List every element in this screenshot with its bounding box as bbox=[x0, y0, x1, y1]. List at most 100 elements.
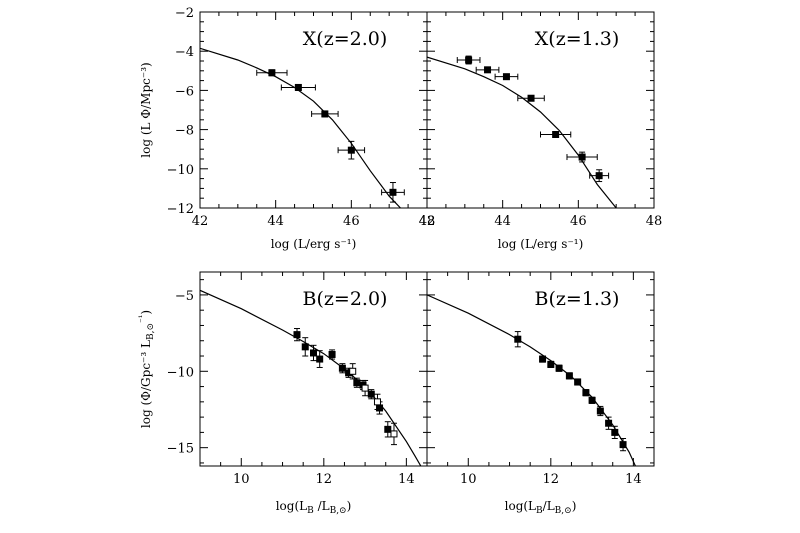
filled-square-marker bbox=[514, 335, 522, 343]
filled-square-marker bbox=[465, 56, 473, 64]
filled-square-marker bbox=[619, 441, 627, 449]
data-point bbox=[588, 396, 596, 404]
x-tick-label: 48 bbox=[646, 214, 663, 229]
model-curve bbox=[200, 47, 401, 208]
x-tick-label: 44 bbox=[494, 214, 511, 229]
filled-square-marker bbox=[565, 372, 573, 380]
filled-square-marker bbox=[552, 131, 560, 138]
x-tick-label: 10 bbox=[460, 472, 477, 487]
data-point bbox=[337, 140, 366, 160]
y-tick-label: −10 bbox=[167, 365, 194, 380]
filled-square-marker bbox=[484, 66, 492, 74]
y-tick-label: −10 bbox=[167, 163, 194, 178]
x-tick-label: 10 bbox=[233, 472, 250, 487]
filled-square-marker bbox=[555, 364, 563, 372]
panel-bz13: 10 12 14 B(z=1.3) log(LB/LB,⊙) bbox=[426, 271, 655, 516]
data-point bbox=[566, 151, 598, 163]
data-point bbox=[293, 328, 301, 342]
data-point bbox=[555, 364, 563, 372]
data-point bbox=[565, 372, 573, 380]
plot-frame bbox=[426, 271, 655, 467]
x-tick-label: 12 bbox=[316, 472, 333, 487]
filled-square-marker bbox=[574, 378, 582, 386]
panel-title: B(z=2.0) bbox=[303, 288, 388, 310]
data-point bbox=[381, 182, 405, 203]
model-curve bbox=[427, 56, 617, 208]
y-tick-label: −5 bbox=[175, 289, 194, 304]
data-point bbox=[514, 331, 522, 348]
data-point bbox=[316, 350, 324, 368]
y-tick-label: −6 bbox=[175, 84, 194, 99]
panel-xz20: 42 44 46 48 −12 −10 −8 −6 −4 −2 X(z=2.0) log (L/erg… bbox=[139, 6, 435, 251]
data-point bbox=[582, 389, 590, 397]
x-tick-label: 48 bbox=[419, 214, 436, 229]
x-tick-label: 44 bbox=[267, 214, 284, 229]
data-point bbox=[301, 337, 309, 357]
data-point bbox=[373, 393, 381, 410]
data-point bbox=[456, 55, 481, 65]
x-tick-label: 46 bbox=[570, 214, 587, 229]
panel-bz20: 10 12 14 −5 −10 −15 B(z=2.0) log(LB /LB,⊙) log (… bbox=[138, 271, 428, 516]
data-point bbox=[605, 416, 613, 430]
filled-square-marker bbox=[294, 83, 302, 91]
data-point bbox=[540, 131, 572, 138]
data-point bbox=[280, 83, 316, 91]
y-axis-label: log (Φ/Gpc⁻³ LB,⊙⁻¹) bbox=[138, 310, 156, 428]
y-axis-label: log (L Φ/Mpc⁻³) bbox=[139, 62, 153, 157]
y-tick-label: −4 bbox=[175, 45, 194, 60]
filled-square-marker bbox=[384, 425, 392, 433]
data-point bbox=[328, 349, 336, 360]
filled-square-marker bbox=[347, 146, 355, 154]
filled-square-marker bbox=[293, 331, 301, 339]
data-point bbox=[384, 421, 392, 438]
filled-square-marker bbox=[582, 389, 590, 397]
data-point bbox=[475, 66, 500, 74]
x-tick-label: 46 bbox=[343, 214, 360, 229]
data-point bbox=[589, 169, 610, 183]
filled-square-marker bbox=[310, 349, 317, 357]
open-square-marker bbox=[361, 384, 369, 392]
x-axis-label: log (L/erg s⁻¹) bbox=[498, 237, 584, 251]
filled-square-marker bbox=[268, 69, 276, 77]
filled-square-marker bbox=[367, 390, 375, 398]
data-point bbox=[361, 379, 369, 397]
filled-square-marker bbox=[316, 355, 324, 363]
filled-square-marker bbox=[353, 379, 361, 387]
x-tick-label: 14 bbox=[398, 472, 415, 487]
filled-square-marker bbox=[321, 110, 329, 118]
open-square-marker bbox=[373, 398, 381, 406]
y-tick-label: −8 bbox=[175, 124, 194, 139]
filled-square-marker bbox=[527, 94, 535, 102]
data-point bbox=[539, 355, 547, 363]
filled-square-marker bbox=[588, 396, 596, 404]
open-square-marker bbox=[390, 430, 398, 438]
y-tick-label: −2 bbox=[175, 6, 194, 21]
data-point bbox=[574, 378, 582, 386]
data-point bbox=[353, 377, 361, 388]
data-point bbox=[338, 363, 346, 374]
model-curve bbox=[200, 289, 422, 466]
data-point bbox=[349, 363, 357, 380]
y-tick-label: −15 bbox=[167, 442, 194, 457]
data-point bbox=[494, 73, 519, 81]
filled-square-marker bbox=[547, 360, 555, 368]
filled-square-marker bbox=[328, 350, 336, 358]
filled-square-marker bbox=[605, 419, 613, 427]
filled-square-marker bbox=[596, 407, 604, 415]
panel-title: X(z=1.3) bbox=[535, 28, 620, 50]
data-point bbox=[517, 94, 545, 102]
x-tick-label: 42 bbox=[192, 214, 209, 229]
model-curve bbox=[427, 294, 636, 466]
filled-square-marker bbox=[611, 428, 619, 436]
data-point bbox=[611, 425, 619, 440]
filled-square-marker bbox=[539, 355, 547, 363]
x-axis-label: log (L/erg s⁻¹) bbox=[271, 237, 357, 251]
data-point bbox=[311, 110, 339, 118]
data-point bbox=[367, 389, 375, 400]
data-point bbox=[310, 344, 317, 362]
y-tick-label: −12 bbox=[167, 202, 194, 217]
panel-xz13: 42 44 46 48 X(z=1.3) log (L/erg s⁻¹) bbox=[419, 11, 663, 251]
filled-square-marker bbox=[578, 153, 586, 161]
data-point bbox=[390, 422, 398, 446]
